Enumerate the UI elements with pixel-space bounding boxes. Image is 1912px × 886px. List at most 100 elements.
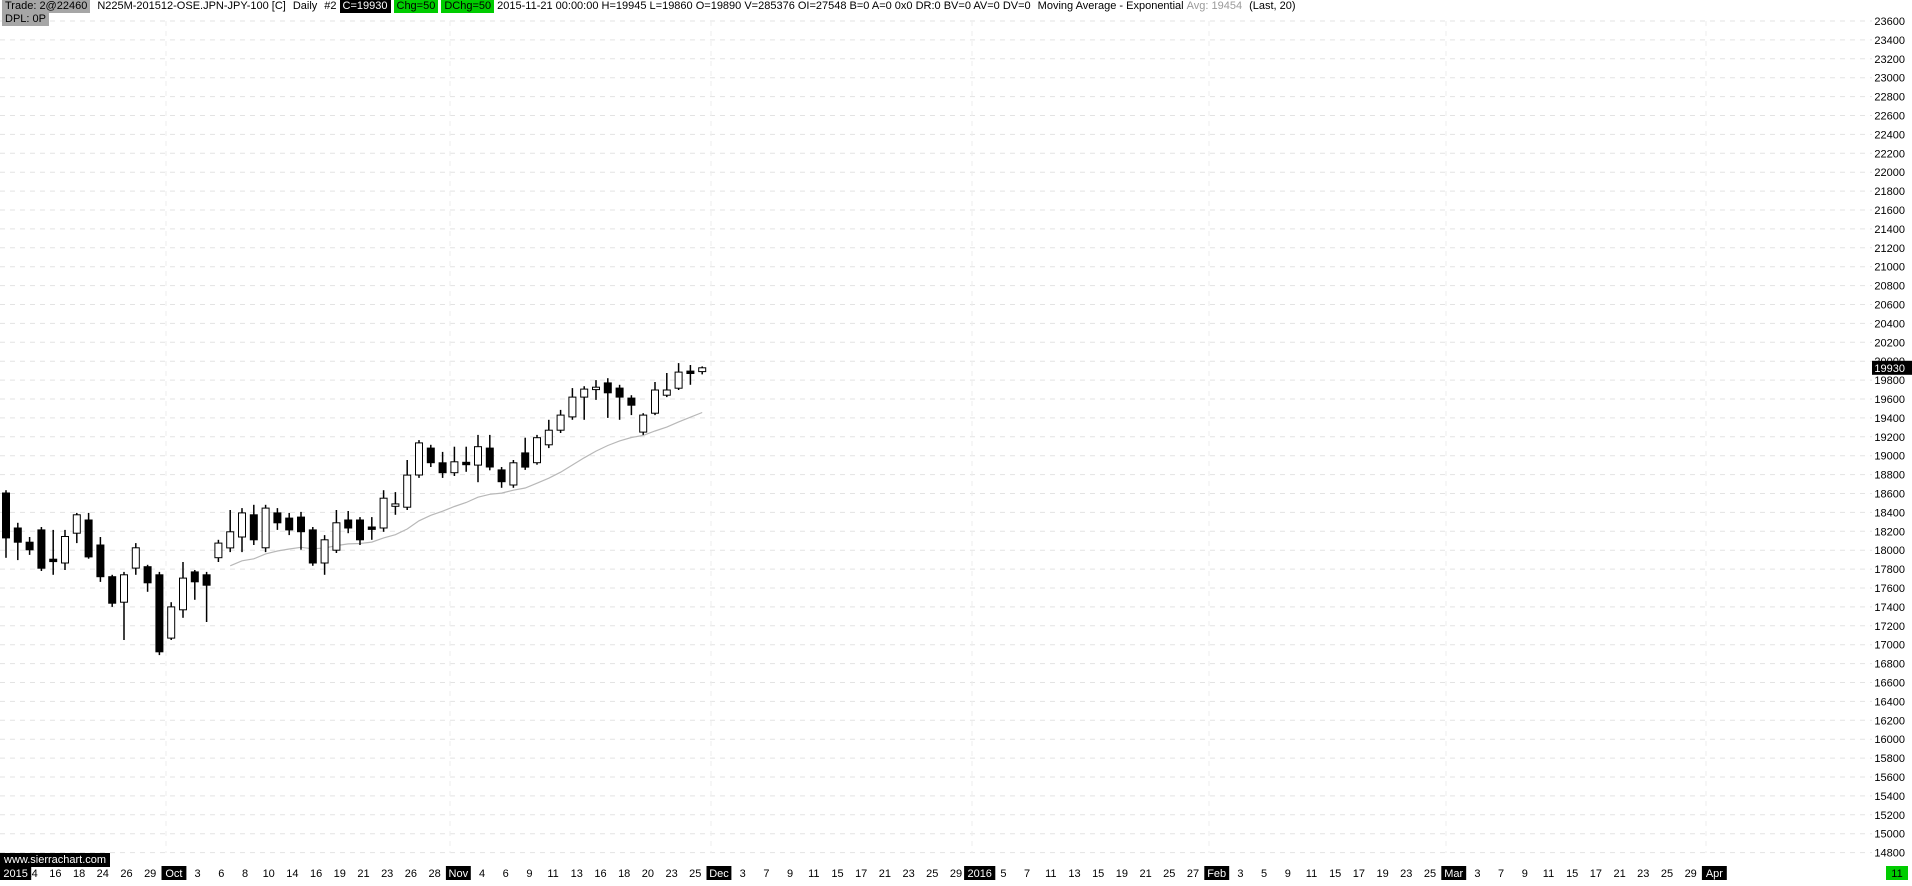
date-tick-label[interactable]: 18 [73,868,85,880]
price-tick-label[interactable]: 20600 [1874,300,1905,312]
date-tick-label[interactable]: 3 [740,868,746,880]
price-tick-label[interactable]: 19000 [1874,451,1905,463]
price-tick-label[interactable]: 15800 [1874,753,1905,765]
price-tick-label[interactable]: 23200 [1874,54,1905,66]
date-tick-label[interactable]: 19 [334,868,346,880]
price-tick-label[interactable]: 18400 [1874,507,1905,519]
date-tick-label[interactable]: 3 [1474,868,1480,880]
price-tick-label[interactable]: 19200 [1874,432,1905,444]
date-tick-label[interactable]: Nov [449,868,469,880]
price-tick-label[interactable]: 22400 [1874,129,1905,141]
price-tick-label[interactable]: 22800 [1874,92,1905,104]
price-tick-label[interactable]: 17400 [1874,602,1905,614]
price-tick-label[interactable]: 18600 [1874,489,1905,501]
price-tick-label[interactable]: 21800 [1874,186,1905,198]
date-tick-label[interactable]: Oct [165,868,182,880]
date-tick-label[interactable]: 9 [787,868,793,880]
date-tick-label[interactable]: 3 [195,868,201,880]
date-tick-label[interactable]: 9 [1522,868,1528,880]
price-tick-label[interactable]: 23400 [1874,35,1905,47]
date-tick-label[interactable]: 15 [1329,868,1341,880]
price-tick-label[interactable]: 16600 [1874,678,1905,690]
date-tick-label[interactable]: 15 [831,868,843,880]
price-tick-label[interactable]: 19400 [1874,413,1905,425]
date-tick-label[interactable]: 21 [357,868,369,880]
price-tick-label[interactable]: 22600 [1874,111,1905,123]
date-tick-label[interactable]: 23 [902,868,914,880]
price-tick-label[interactable]: 16800 [1874,659,1905,671]
price-tick-label[interactable]: 14800 [1874,848,1905,860]
date-tick-label[interactable]: Apr [1706,868,1723,880]
date-tick-label[interactable]: 25 [1163,868,1175,880]
date-tick-label[interactable]: 16 [310,868,322,880]
date-tick-label[interactable]: 17 [1590,868,1602,880]
price-tick-label[interactable]: 16000 [1874,734,1905,746]
date-tick-label[interactable]: 25 [1661,868,1673,880]
date-tick-label[interactable]: 19 [1376,868,1388,880]
price-tick-label[interactable]: 18200 [1874,526,1905,538]
date-tick-label[interactable]: 11 [1543,868,1554,880]
price-tick-label[interactable]: 15200 [1874,810,1905,822]
price-tick-label[interactable]: 15000 [1874,829,1905,841]
date-tick-label[interactable]: 9 [1285,868,1291,880]
date-tick-label[interactable]: 5 [1261,868,1267,880]
date-tick-label[interactable]: 4 [479,868,485,880]
current-date-label[interactable]: 11 [1891,868,1902,880]
date-tick-label[interactable]: 7 [1498,868,1504,880]
price-tick-label[interactable]: 15600 [1874,772,1905,784]
date-tick-label[interactable]: 14 [26,868,38,880]
date-tick-label[interactable]: 7 [763,868,769,880]
price-tick-label[interactable]: 21600 [1874,205,1905,217]
date-tick-label[interactable]: 9 [526,868,532,880]
date-tick-label[interactable]: 21 [1139,868,1151,880]
date-tick-label[interactable]: 11 [1045,868,1056,880]
date-tick-label[interactable]: 16 [49,868,61,880]
date-tick-label[interactable]: 23 [1400,868,1412,880]
price-tick-label[interactable]: 19600 [1874,394,1905,406]
date-tick-label[interactable]: 11 [808,868,819,880]
price-tick-label[interactable]: 16400 [1874,696,1905,708]
date-tick-label[interactable]: 21 [879,868,891,880]
date-tick-label[interactable]: 16 [594,868,606,880]
date-tick-label[interactable]: 2016 [967,868,991,880]
date-tick-label[interactable]: 3 [1237,868,1243,880]
date-tick-label[interactable]: 21 [1613,868,1625,880]
date-tick-label[interactable]: 6 [503,868,509,880]
date-tick-label[interactable]: Mar [1444,868,1463,880]
date-tick-label[interactable]: 17 [855,868,867,880]
price-tick-label[interactable]: 20400 [1874,318,1905,330]
price-tick-label[interactable]: 17600 [1874,583,1905,595]
date-tick-label[interactable]: Feb [1207,868,1226,880]
price-tick-label[interactable]: 22200 [1874,148,1905,160]
date-tick-label[interactable]: 25 [689,868,701,880]
price-tick-label[interactable]: 18000 [1874,545,1905,557]
date-tick-label[interactable]: 19 [1116,868,1128,880]
date-tick-label[interactable]: 10 [263,868,275,880]
date-tick-label[interactable]: 29 [144,868,156,880]
price-tick-label[interactable]: 21400 [1874,224,1905,236]
price-tick-label[interactable]: 19800 [1874,375,1905,387]
date-tick-label[interactable]: 17 [1353,868,1365,880]
price-tick-label[interactable]: 21200 [1874,243,1905,255]
date-tick-label[interactable]: 23 [1637,868,1649,880]
date-tick-label[interactable]: 27 [1187,868,1199,880]
date-tick-label[interactable]: 26 [120,868,132,880]
date-tick-label[interactable]: 20 [642,868,654,880]
date-tick-label[interactable]: 11 [1306,868,1317,880]
date-tick-label[interactable]: 5 [1000,868,1006,880]
date-tick-label[interactable]: 2015 [3,868,27,880]
price-tick-label[interactable]: 20200 [1874,337,1905,349]
date-tick-label[interactable]: 24 [97,868,109,880]
price-tick-label[interactable]: 17200 [1874,621,1905,633]
price-tick-label[interactable]: 18800 [1874,470,1905,482]
price-tick-label[interactable]: 17000 [1874,640,1905,652]
date-tick-label[interactable]: 13 [1068,868,1080,880]
date-tick-label[interactable]: 29 [950,868,962,880]
date-tick-label[interactable]: Dec [709,868,729,880]
date-tick-label[interactable]: 28 [428,868,440,880]
price-tick-label[interactable]: 17800 [1874,564,1905,576]
date-tick-label[interactable]: 14 [286,868,298,880]
date-tick-label[interactable]: 7 [1024,868,1030,880]
price-tick-label[interactable]: 16200 [1874,715,1905,727]
